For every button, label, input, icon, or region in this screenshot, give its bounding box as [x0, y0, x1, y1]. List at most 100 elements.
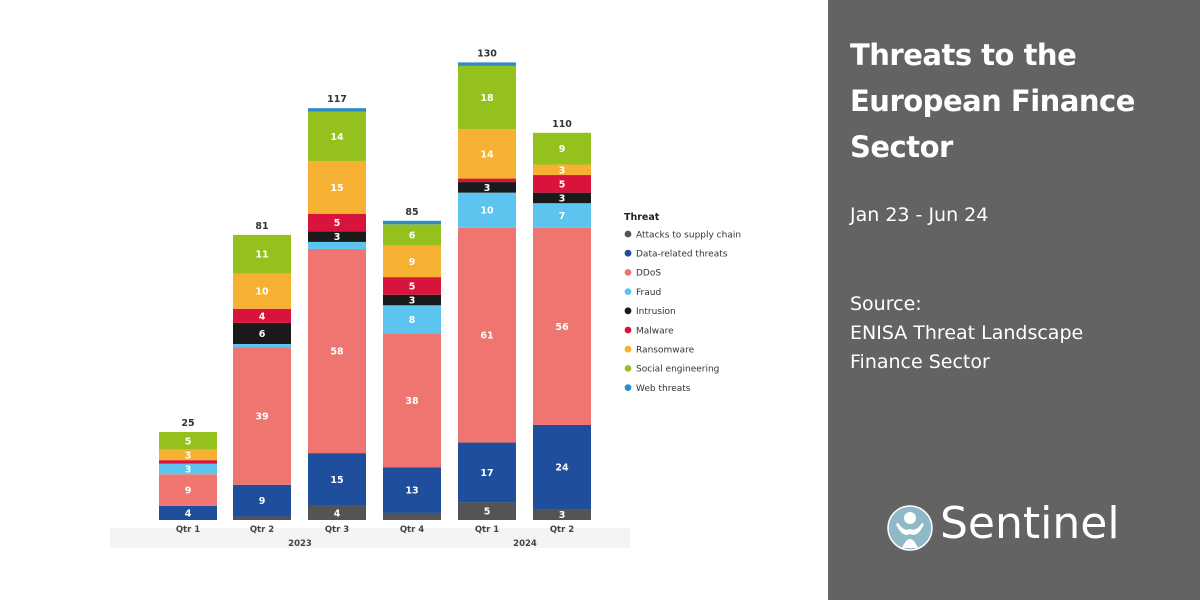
side-panel: Threats to the European Finance Sector J…: [828, 0, 1200, 600]
legend-entry: Social engineering: [636, 365, 719, 375]
bar-segment: [159, 432, 217, 450]
data-label: 5: [185, 436, 192, 447]
legend-swatch: [624, 326, 632, 334]
data-label: 56: [555, 322, 569, 333]
total-label: 110: [552, 119, 572, 130]
x-tick-label: Qtr 3: [325, 525, 349, 535]
chart-area: 4 9 3 3 5 25 9 39 6 4 10 11 81 4 15 58 3 5 15 14 117 13 38 8 3 5 9…: [110, 48, 742, 549]
data-label: 8: [409, 315, 416, 326]
legend-entry: Fraud: [636, 288, 661, 298]
data-label: 4: [334, 508, 341, 519]
legend-swatch: [624, 269, 632, 276]
bar-segment: [233, 322, 291, 344]
data-label: 38: [405, 396, 419, 407]
legend-title: Threat: [624, 212, 660, 223]
bar-segment: [233, 308, 291, 323]
stacked-bar-chart: 4933525939641011814155835151411713388359…: [110, 48, 741, 549]
bar-segment: [383, 333, 441, 468]
legend-swatch: [624, 288, 632, 295]
bar-segment: [383, 220, 441, 225]
x-axis: Qtr 1 Qtr 2 Qtr 3 Qtr 4 Qtr 1 Qtr 2 2023 2024: [176, 525, 574, 549]
legend-swatch: [624, 365, 632, 372]
data-label: 11: [255, 250, 268, 261]
data-label: 13: [405, 486, 418, 497]
sentinel-logo-icon: [887, 505, 933, 551]
bar-segment: [308, 241, 366, 249]
data-label: 5: [334, 218, 341, 229]
bar-segment: [458, 192, 516, 228]
bar-segment: [458, 502, 516, 520]
data-label: 5: [484, 507, 491, 518]
legend-swatch: [624, 384, 632, 391]
bar-segment: [233, 234, 291, 274]
legend-swatch: [624, 230, 632, 238]
bar-segment: [458, 442, 516, 503]
data-label: 9: [559, 144, 566, 155]
data-label: 3: [559, 193, 566, 204]
bar-segment: [458, 182, 516, 193]
bar-segment: [233, 484, 291, 517]
legend-entry: Intrusion: [636, 307, 676, 317]
total-label: 117: [327, 94, 347, 105]
bar-segment: [308, 213, 366, 232]
brand-name: Sentinel: [940, 498, 1120, 549]
bar-segment: [383, 305, 441, 334]
data-label: 39: [255, 412, 268, 423]
bar-segment: [308, 248, 366, 454]
year-group-label: 2023: [288, 539, 312, 549]
data-label: 4: [259, 311, 266, 322]
total-label: 25: [181, 418, 194, 429]
bar-segment: [233, 344, 291, 348]
data-label: 9: [185, 486, 192, 497]
bar-segment: [383, 245, 441, 278]
data-label: 14: [480, 149, 494, 160]
bar-segment: [383, 512, 441, 520]
legend-swatch: [624, 307, 632, 315]
bar-segment: [233, 516, 291, 520]
bar-segment: [159, 460, 217, 464]
data-label: 3: [409, 296, 416, 307]
data-label: 15: [330, 183, 343, 194]
data-label: 4: [185, 508, 192, 519]
data-label: 10: [255, 287, 269, 298]
bar-segment: [308, 160, 366, 214]
bar-segment: [383, 277, 441, 295]
data-label: 61: [480, 331, 493, 342]
bars-layer: 4933525939641011814155835151411713388359…: [110, 48, 630, 548]
bar-segment: [308, 505, 366, 520]
chart-floor: [110, 528, 630, 548]
bar-segment: [533, 227, 591, 425]
bar-segment: [458, 178, 516, 183]
bar-segment: [308, 453, 366, 506]
bar-segment: [233, 273, 291, 309]
legend-entry: DDoS: [636, 269, 661, 279]
page-title: Threats to the European Finance Sector: [850, 38, 1135, 164]
bar-segment: [159, 474, 217, 506]
total-label: 85: [405, 207, 418, 218]
bar-segment: [533, 509, 591, 520]
bar-segment: [383, 294, 441, 306]
bar-segment: [308, 231, 366, 242]
bar-segment: [533, 192, 591, 204]
bar-segment: [458, 227, 516, 443]
data-label: 3: [484, 183, 491, 194]
data-label: 58: [330, 347, 344, 358]
bar-segment: [308, 108, 366, 112]
date-range: Jan 23 - Jun 24: [850, 204, 989, 226]
data-label: 10: [480, 206, 494, 217]
bar-segment: [533, 424, 591, 510]
total-label: 130: [477, 48, 497, 59]
bar-segment: [458, 65, 516, 130]
source-line-1: ENISA Threat Landscape: [850, 322, 1084, 344]
data-label: 9: [409, 257, 416, 268]
bar-segment: [458, 129, 516, 179]
data-label: 7: [559, 211, 566, 222]
data-label: 6: [409, 230, 416, 241]
data-label: 5: [409, 281, 416, 292]
x-tick-label: Qtr 1: [176, 525, 200, 535]
source-label: Source:: [850, 293, 922, 315]
source-block: Source: ENISA Threat Landscape Finance S…: [850, 290, 1190, 377]
bar-segment: [533, 132, 591, 165]
data-label: 3: [334, 232, 341, 243]
legend-entry: Malware: [636, 326, 674, 336]
